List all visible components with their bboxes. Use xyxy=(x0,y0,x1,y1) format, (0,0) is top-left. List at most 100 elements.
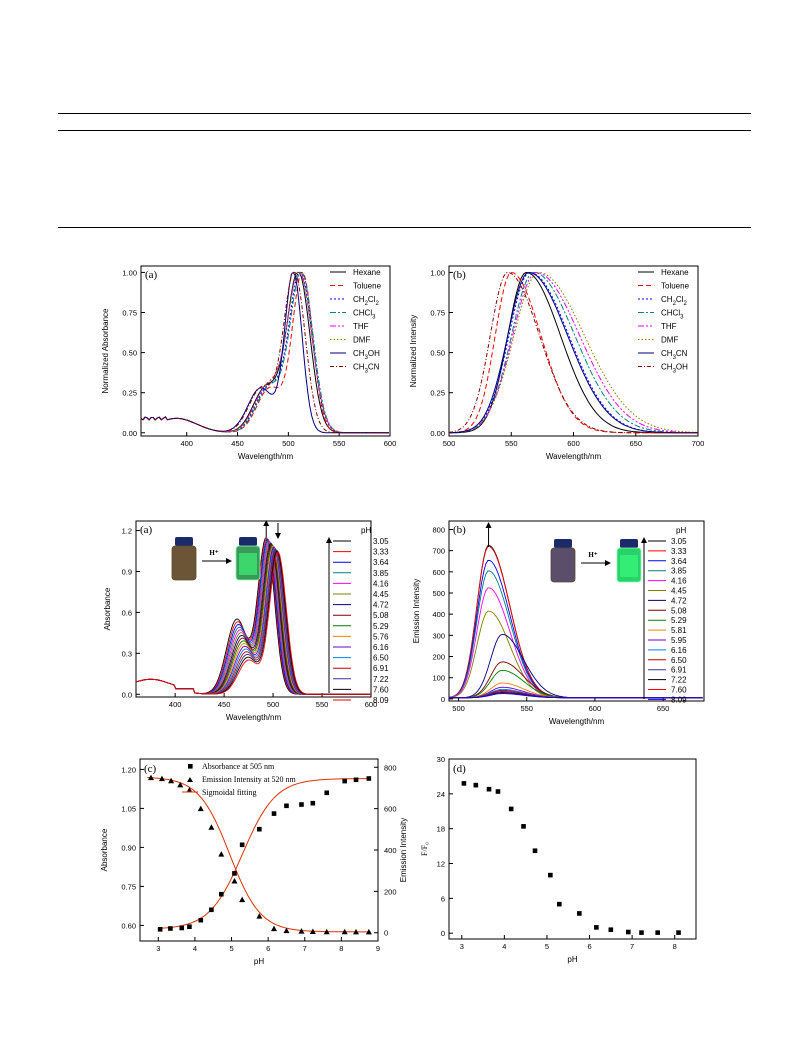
data-point xyxy=(186,787,193,793)
data-point xyxy=(508,806,514,812)
x-axis-label: Wavelength/nm xyxy=(546,452,602,461)
legend-label: 3.64 xyxy=(671,557,687,566)
y-tick-label: 0.6 xyxy=(122,608,132,617)
data-point xyxy=(197,805,204,812)
y-tick-label: 0.75 xyxy=(121,882,136,891)
x-axis-label: Wavelength/nm xyxy=(226,713,282,722)
data-point xyxy=(256,913,263,919)
y-tick-label: 0.3 xyxy=(122,649,132,658)
data-point xyxy=(299,802,304,807)
x-tick-label: 600 xyxy=(384,439,397,448)
legend-title: pH xyxy=(361,526,371,535)
chart-ratio: 3 4 5 6 7 8 0 6 12 18 24 30 pH F/F₀ (d) xyxy=(420,755,697,964)
series-line xyxy=(449,271,698,434)
series-line xyxy=(140,271,389,434)
data-point xyxy=(309,928,316,934)
chart-abs-solvent: 400 450 500 550 600 0.00 0.25 0.50 0.75 1.00 Wavel… xyxy=(101,265,397,461)
y-tick-label: 1.00 xyxy=(122,268,137,277)
chart-titration: 3 4 5 6 7 8 9 0.60 0.75 0.90 1.05 1.20 0 200 400 600 800… xyxy=(100,758,408,966)
y-tick-label: 0 xyxy=(441,695,445,704)
legend-label: 8.09 xyxy=(373,696,389,705)
legend-label: 6.50 xyxy=(671,656,687,665)
data-point xyxy=(168,777,175,784)
legend-label: 4.72 xyxy=(373,601,389,610)
legend-label: 3.05 xyxy=(373,537,389,546)
abs-ph-frame xyxy=(135,520,372,698)
y-axis-label: Absorbance xyxy=(100,828,109,871)
legend-marker xyxy=(187,777,193,782)
data-point xyxy=(157,927,163,932)
x-tick-label: 4 xyxy=(193,944,197,953)
titration-frame xyxy=(139,758,379,942)
data-point xyxy=(198,917,204,923)
x-tick-label: 450 xyxy=(218,700,231,709)
legend-label: 6.50 xyxy=(373,654,389,663)
data-point xyxy=(208,824,215,830)
legend-label: CH2Cl2 xyxy=(353,295,379,307)
y-tick-label: 0.25 xyxy=(122,389,137,398)
legend-label: Toluene xyxy=(353,282,382,291)
data-point xyxy=(218,851,225,857)
data-point xyxy=(577,911,582,916)
chart-em-solvent: 500 550 600 650 700 0.00 0.25 0.50 0.75 1.00 Wavel… xyxy=(409,265,704,461)
data-point xyxy=(556,901,562,907)
table-rule-header xyxy=(58,130,751,131)
y-tick-label: 0.00 xyxy=(430,429,445,438)
data-point xyxy=(625,929,631,935)
y-tick-label: 0.50 xyxy=(122,349,137,358)
legend-label: CH3CN xyxy=(661,349,688,361)
x-tick-label: 9 xyxy=(376,944,380,953)
x-tick-label: 7 xyxy=(303,944,307,953)
x-tick-label: 500 xyxy=(443,439,456,448)
legend-label: 4.45 xyxy=(373,590,389,599)
y-tick-label: 600 xyxy=(432,568,445,577)
y-tick-label: 0 xyxy=(441,929,445,938)
legend-label: 5.76 xyxy=(373,632,389,641)
legend-label: CHCl3 xyxy=(661,309,684,321)
vial-glow-icon xyxy=(620,555,638,577)
legend-title: pH xyxy=(676,526,686,535)
x-tick-label: 400 xyxy=(169,700,182,709)
legend-label: CH3OH xyxy=(353,349,380,361)
legend-label: 7.60 xyxy=(671,686,687,695)
legend-label: Hexane xyxy=(661,268,689,277)
legend-label: 3.05 xyxy=(671,537,687,546)
peak-arrowhead-down xyxy=(274,533,281,539)
x-axis-label: pH xyxy=(254,957,264,966)
series-line xyxy=(448,271,698,434)
x-tick-label: 6 xyxy=(587,942,591,951)
legend-label: 5.08 xyxy=(373,611,389,620)
y2-tick-label: 200 xyxy=(384,887,397,896)
legend-label: Sigmoidal fitting xyxy=(202,788,256,797)
table-rule-bottom xyxy=(58,227,751,228)
data-point xyxy=(655,930,660,935)
x-tick-label: 500 xyxy=(267,700,280,709)
legend-label: THF xyxy=(661,322,677,331)
legend-label: 5.29 xyxy=(373,622,389,631)
series-line xyxy=(140,271,389,434)
x-tick-label: 5 xyxy=(545,942,549,951)
reaction-arrowhead xyxy=(226,558,232,564)
y-tick-label: 1.05 xyxy=(121,804,136,813)
series-line xyxy=(448,271,698,434)
data-point xyxy=(168,926,173,931)
panel-label: (b) xyxy=(453,269,466,281)
x-tick-label: 7 xyxy=(630,942,634,951)
y-tick-label: 0.25 xyxy=(430,389,445,398)
data-point xyxy=(239,896,246,903)
x-tick-label: 3 xyxy=(460,942,464,951)
legend-label: Absorbance at 505 nm xyxy=(202,762,275,771)
data-point xyxy=(231,878,238,884)
legend-label: 4.16 xyxy=(671,577,687,586)
legend-label: 5.08 xyxy=(671,606,687,615)
data-point xyxy=(366,776,372,781)
y-tick-label: 100 xyxy=(432,674,445,683)
x-tick-label: 3 xyxy=(156,944,160,953)
series-line xyxy=(448,271,698,434)
y-tick-label: 12 xyxy=(437,860,445,869)
panel-label: (a) xyxy=(140,524,153,536)
y-axis-label: Emission Intensity xyxy=(412,579,421,643)
y-tick-label: 200 xyxy=(432,653,445,662)
peak-arrowhead-up xyxy=(263,520,270,526)
legend-label: 3.85 xyxy=(373,569,389,578)
